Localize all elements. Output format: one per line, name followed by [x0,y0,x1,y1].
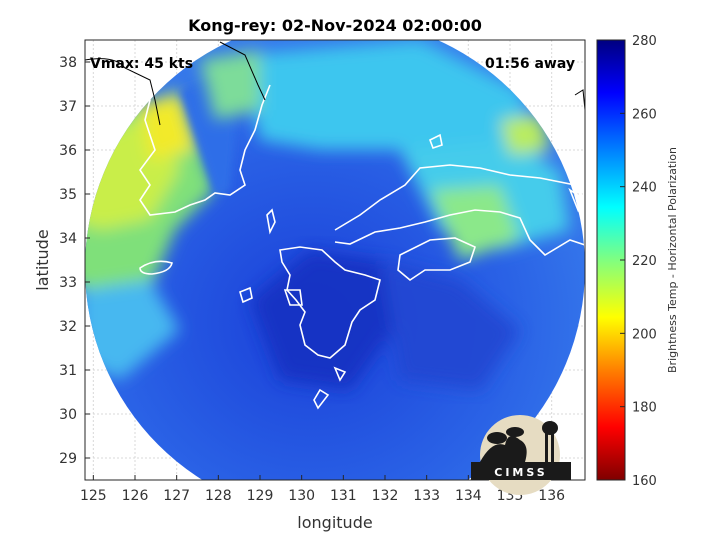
colorbar-tick-label: 220 [632,254,657,269]
coastlines [99,59,585,410]
x-tick-label: 125 [80,488,107,504]
coastline-outside-swath [85,41,585,126]
y-tick-label: 33 [59,275,77,291]
cimss-logo: CIMSS [471,415,571,495]
y-axis-label: latitude [33,229,52,290]
colorbar-tick-label: 180 [632,401,657,416]
colorbar-tick-label: 200 [632,327,657,342]
vmax-label: Vmax: 45 kts [90,56,193,72]
x-axis-ticks: 125 126 127 128 129 130 131 132 133 134 135 136 [80,475,565,504]
x-tick-label: 128 [205,488,232,504]
x-tick-label: 131 [330,488,357,504]
colorbar-tick-label: 160 [632,474,657,489]
colorbar-tick-label: 240 [632,181,657,196]
x-tick-label: 132 [372,488,399,504]
y-axis-ticks: 38 37 36 35 34 33 32 31 30 29 [59,55,90,467]
figure-title: Kong-rey: 02-Nov-2024 02:00:00 [188,16,482,35]
y-tick-label: 38 [59,55,77,71]
x-tick-label: 129 [247,488,274,504]
y-tick-label: 31 [59,363,77,379]
y-tick-label: 32 [59,319,77,335]
colorbar-ticks: 280 260 240 220 200 180 160 [620,34,657,489]
x-tick-label: 136 [538,488,565,504]
x-tick-label: 130 [288,488,315,504]
y-tick-label: 29 [59,451,77,467]
x-tick-label: 133 [413,488,440,504]
colorbar-tick-label: 280 [632,34,657,49]
y-tick-label: 30 [59,407,77,423]
colorbar-tick-label: 260 [632,107,657,122]
time-away-label: 01:56 away [485,56,575,72]
x-tick-label: 134 [455,488,482,504]
brightness-temperature-swath [85,40,585,480]
axes-frame [84,39,586,481]
y-tick-label: 36 [59,143,77,159]
y-tick-label: 37 [59,99,77,115]
y-tick-label: 34 [59,231,77,247]
colorbar-label: Brightness Temp - Horizontal Polarizatio… [666,147,679,373]
logo-text: CIMSS [494,466,547,479]
x-tick-label: 127 [163,488,190,504]
x-axis-label: longitude [297,513,372,532]
x-tick-label: 126 [122,488,149,504]
y-tick-label: 35 [59,187,77,203]
